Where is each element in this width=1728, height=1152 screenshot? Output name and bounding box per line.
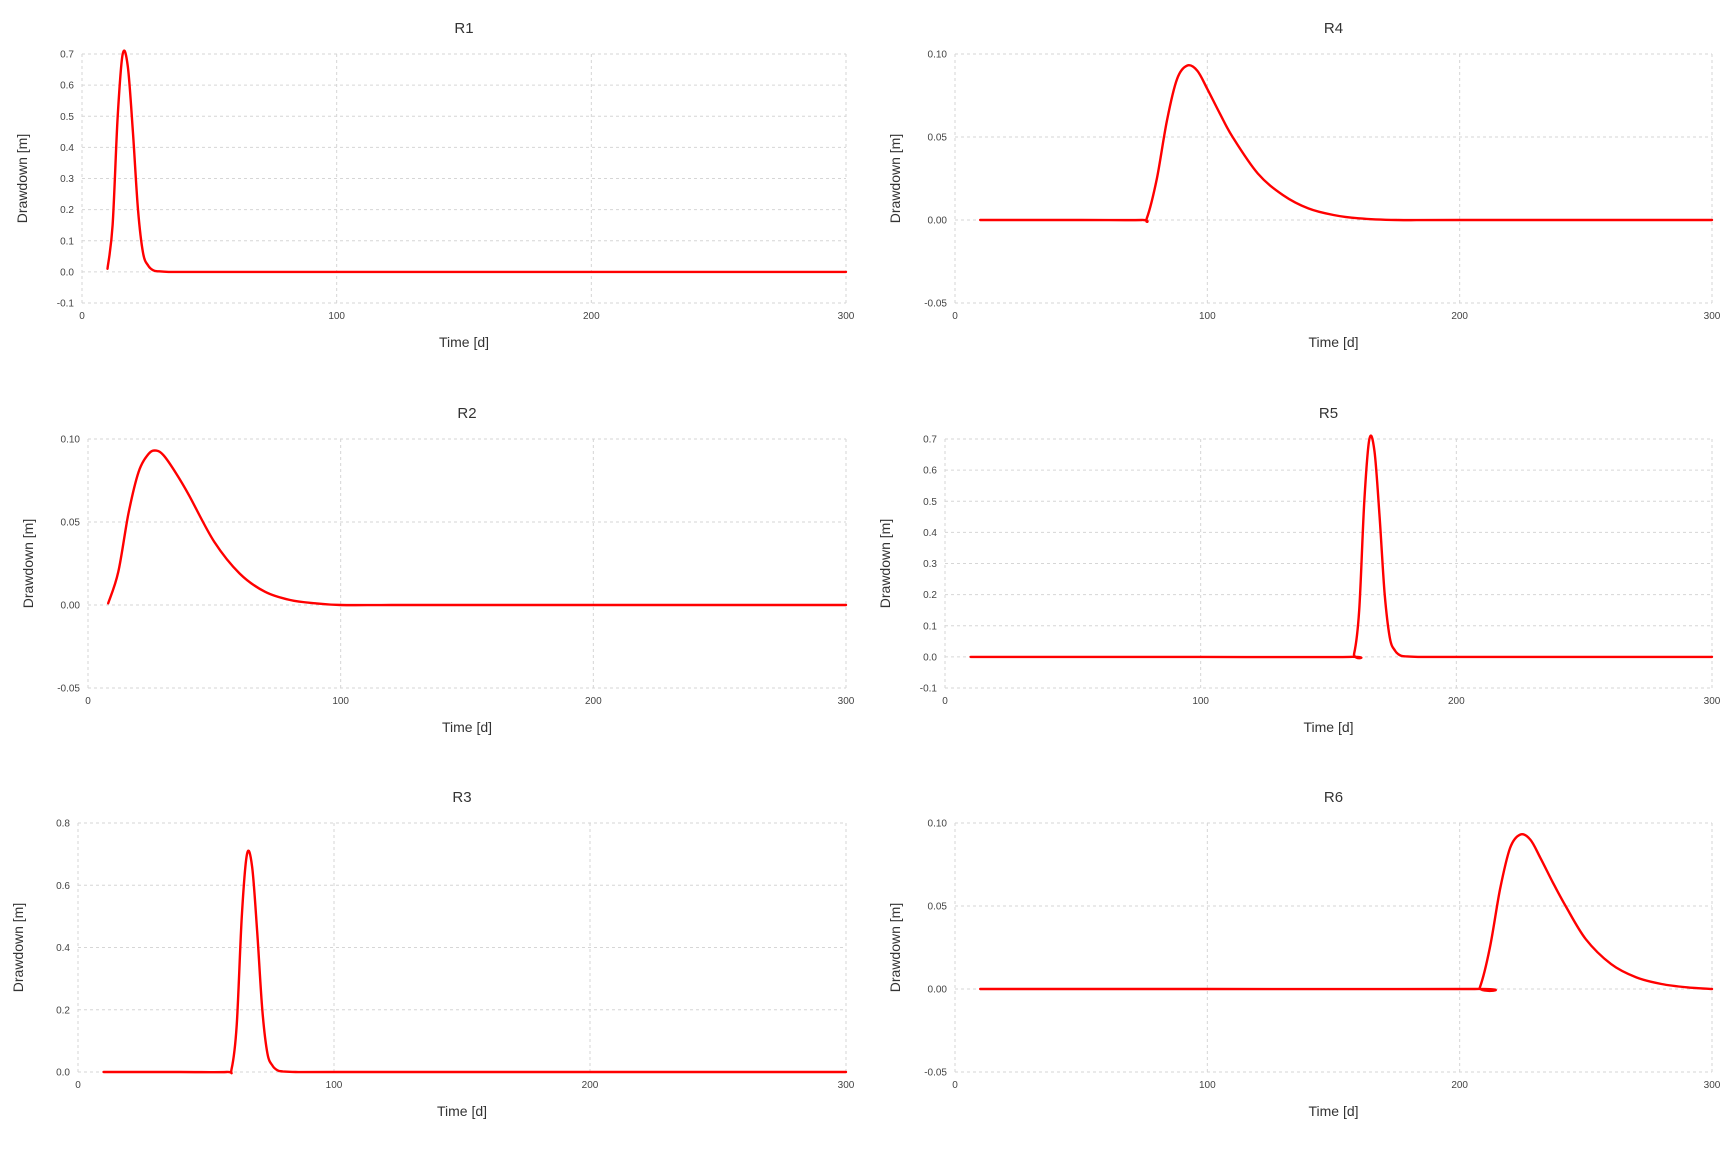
- chart-title: R1: [454, 20, 473, 37]
- y-tick-label: 0.0: [56, 1068, 70, 1079]
- y-tick-label: 0.3: [923, 559, 937, 570]
- x-axis-label: Time [d]: [437, 1103, 487, 1119]
- y-tick-label: -0.05: [924, 1068, 947, 1079]
- y-tick-label: 0.2: [923, 590, 937, 601]
- x-axis-label: Time [d]: [1308, 334, 1358, 350]
- y-tick-label: 0.4: [56, 943, 70, 954]
- y-tick-label: -0.1: [57, 299, 75, 310]
- y-tick-label: -0.05: [924, 299, 947, 310]
- y-tick-label: 0.7: [923, 435, 937, 446]
- x-tick-label: 100: [326, 1080, 343, 1091]
- y-axis-label: Drawdown [m]: [887, 903, 903, 992]
- y-tick-label: 0.10: [928, 50, 948, 61]
- chart-title: R3: [452, 789, 471, 806]
- x-axis-label: Time [d]: [439, 334, 489, 350]
- x-tick-label: 0: [79, 311, 85, 322]
- x-tick-label: 0: [952, 311, 958, 322]
- chart-r5: -0.1 0.0 0.1 0.2 0.3 0.4 0.5 0.6 0.7 0 100 200 300 R5…: [877, 405, 1721, 735]
- x-axis-label: Time [d]: [1303, 719, 1353, 735]
- x-tick-label: 200: [583, 311, 600, 322]
- chart-title: R2: [457, 405, 476, 422]
- x-tick-label: 200: [1448, 696, 1465, 707]
- y-tick-label: 0.00: [61, 601, 81, 612]
- chart-title: R5: [1319, 405, 1338, 422]
- y-tick-label: 0.10: [61, 435, 81, 446]
- y-tick-label: -0.05: [57, 684, 80, 695]
- y-tick-label: 0.05: [928, 133, 948, 144]
- chart-r2: -0.05 0.00 0.05 0.10 0 100 200 300 R2 Time [d] Dra…: [20, 405, 855, 735]
- series-line: [102, 849, 848, 1075]
- y-tick-label: 0.7: [60, 50, 74, 61]
- chart-r6: -0.05 0.00 0.05 0.10 0 100 200 300 R6 Time [d] Dra…: [887, 789, 1721, 1119]
- chart-r1: -0.1 0.0 0.1 0.2 0.3 0.4 0.5 0.6 0.7 0 100 200 300 R1…: [14, 20, 855, 350]
- y-tick-label: 0.00: [928, 216, 948, 227]
- chart-title: R4: [1324, 20, 1343, 37]
- x-tick-label: 0: [75, 1080, 81, 1091]
- x-tick-label: 200: [585, 696, 602, 707]
- y-axis-label: Drawdown [m]: [10, 903, 26, 992]
- chart-r3: 0.0 0.2 0.4 0.6 0.8 0 100 200 300 R3 Time [d] Drawd…: [10, 789, 855, 1119]
- x-axis-label: Time [d]: [442, 719, 492, 735]
- x-tick-label: 200: [1451, 1080, 1468, 1091]
- y-tick-label: 0.6: [56, 881, 70, 892]
- y-axis-label: Drawdown [m]: [14, 134, 30, 223]
- y-tick-label: 0.10: [928, 819, 948, 830]
- y-axis-label: Drawdown [m]: [887, 134, 903, 223]
- chart-title: R6: [1324, 789, 1343, 806]
- series-line: [979, 833, 1714, 993]
- x-tick-label: 300: [838, 1080, 855, 1091]
- x-tick-label: 200: [1451, 311, 1468, 322]
- y-axis-label: Drawdown [m]: [877, 519, 893, 608]
- x-tick-label: 300: [838, 311, 855, 322]
- x-tick-label: 200: [582, 1080, 599, 1091]
- series-line: [107, 449, 848, 607]
- x-tick-label: 0: [942, 696, 948, 707]
- y-tick-label: 0.2: [60, 205, 74, 216]
- chart-r4: -0.05 0.00 0.05 0.10 0 100 200 300 R4 Time [d] Dra…: [887, 20, 1721, 350]
- y-tick-label: 0.5: [923, 497, 937, 508]
- y-tick-label: 0.6: [923, 466, 937, 477]
- y-tick-label: 0.8: [56, 819, 70, 830]
- x-tick-label: 300: [1704, 1080, 1721, 1091]
- y-tick-label: 0.2: [56, 1005, 70, 1016]
- y-tick-label: 0.0: [923, 652, 937, 663]
- y-tick-label: 0.0: [60, 267, 74, 278]
- series-line: [106, 49, 848, 274]
- x-tick-label: 0: [85, 696, 91, 707]
- x-tick-label: 100: [1199, 1080, 1216, 1091]
- x-tick-label: 100: [1199, 311, 1216, 322]
- y-tick-label: 0.5: [60, 112, 74, 123]
- x-tick-label: 100: [328, 311, 345, 322]
- x-tick-label: 0: [952, 1080, 958, 1091]
- x-tick-label: 300: [838, 696, 855, 707]
- x-tick-label: 100: [332, 696, 349, 707]
- y-tick-label: 0.4: [923, 528, 937, 539]
- y-axis-label: Drawdown [m]: [20, 519, 36, 608]
- y-tick-label: 0.1: [923, 621, 937, 632]
- y-tick-label: 0.00: [928, 985, 948, 996]
- y-tick-label: 0.6: [60, 81, 74, 92]
- series-line: [969, 434, 1714, 660]
- x-tick-label: 300: [1704, 696, 1721, 707]
- x-axis-label: Time [d]: [1308, 1103, 1358, 1119]
- x-tick-label: 100: [1192, 696, 1209, 707]
- y-tick-label: 0.05: [928, 902, 948, 913]
- y-tick-label: 0.4: [60, 143, 74, 154]
- y-tick-label: -0.1: [920, 684, 938, 695]
- y-tick-label: 0.3: [60, 174, 74, 185]
- y-tick-label: 0.1: [60, 236, 74, 247]
- series-line: [979, 64, 1714, 224]
- x-tick-label: 300: [1704, 311, 1721, 322]
- y-tick-label: 0.05: [61, 518, 81, 529]
